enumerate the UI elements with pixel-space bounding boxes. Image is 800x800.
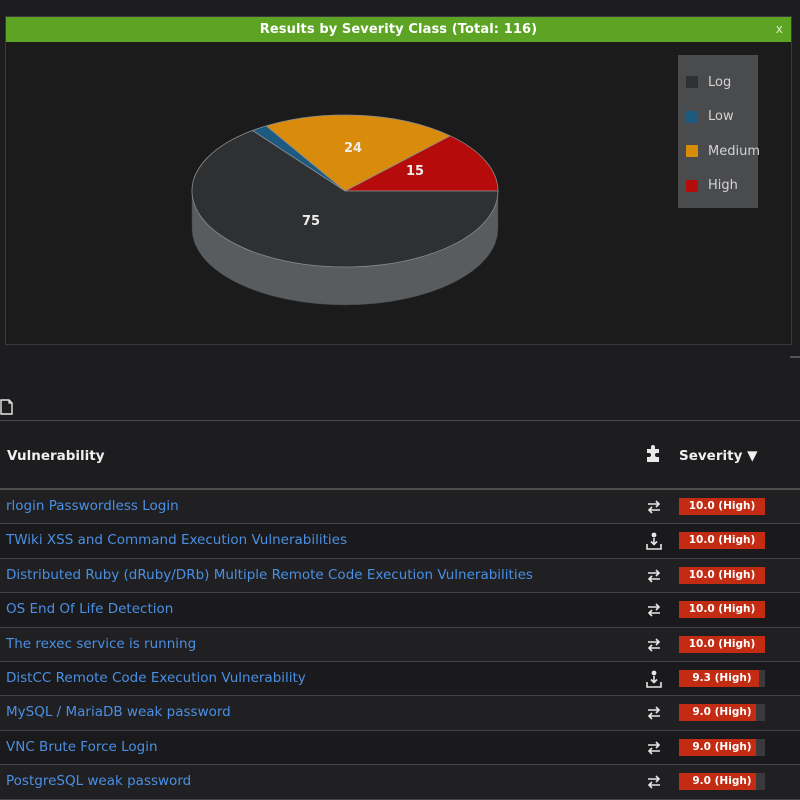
pie-data-label-log: 75 [302, 214, 320, 229]
severity-bar-fill [679, 601, 765, 619]
vulnerability-link[interactable]: VNC Brute Force Login [6, 738, 158, 755]
install-icon [645, 669, 663, 689]
legend-label: Medium [708, 143, 760, 159]
severity-bar-fill [679, 498, 765, 515]
vulnerability-link[interactable]: PostgreSQL weak password [6, 773, 192, 790]
column-header-severity[interactable]: Severity ▼ [679, 448, 758, 464]
table-row[interactable]: MySQL / MariaDB weak password 9.0 (High) [0, 696, 800, 731]
exchange-icon [645, 703, 663, 723]
legend-swatch [686, 76, 698, 89]
pie-slice-high[interactable] [344, 135, 499, 192]
severity-bar-fill [679, 738, 757, 756]
severity-bar: 10.0 (High) [679, 601, 765, 619]
exchange-icon [645, 772, 663, 792]
table-row[interactable]: Distributed Ruby (dRuby/DRb) Multiple Re… [0, 558, 800, 594]
legend-label: Low [708, 109, 734, 125]
table-row[interactable]: OS End Of Life Detection 10.0 (High) [0, 593, 800, 628]
chart-panel-header: Results by Severity Class (Total: 116) x [6, 17, 791, 42]
exchange-icon [645, 497, 663, 517]
pie-data-label-high: 15 [406, 164, 424, 179]
chart-legend: Log Low Medium High [678, 55, 760, 208]
severity-value: 10.0 (High) [688, 500, 756, 512]
severity-value: 9.0 (High) [692, 706, 752, 719]
severity-bar: 9.0 (High) [679, 773, 765, 791]
severity-bar-fill [679, 532, 765, 550]
vulnerability-link[interactable]: OS End Of Life Detection [6, 601, 174, 618]
severity-bar: 10.0 (High) [679, 532, 765, 550]
table-header: Vulnerability Severity ▼ [0, 421, 800, 490]
pie-data-label-medium: 24 [344, 141, 362, 156]
exchange-icon [645, 738, 663, 758]
legend-item-medium[interactable]: Medium [678, 134, 760, 169]
column-header-vulnerability[interactable]: Vulnerability [7, 448, 105, 464]
table-row[interactable]: The rexec service is running 10.0 (High) [0, 627, 800, 662]
vulnerability-link[interactable]: DistCC Remote Code Execution Vulnerabili… [6, 669, 306, 686]
severity-pie-chart: 75 24 15 [191, 114, 499, 306]
severity-value: 10.0 (High) [688, 637, 756, 650]
chart-title: Results by Severity Class (Total: 116) [259, 22, 538, 37]
panel-resize-grip[interactable] [790, 356, 800, 358]
severity-value: 10.0 (High) [688, 534, 756, 547]
vulnerability-link[interactable]: TWiki XSS and Command Execution Vulnerab… [6, 532, 348, 549]
severity-chart-panel: Results by Severity Class (Total: 116) x… [5, 16, 792, 345]
severity-value: 9.0 (High) [692, 775, 752, 788]
pie-slice-medium[interactable] [265, 114, 452, 192]
legend-item-high[interactable]: High [678, 169, 758, 204]
table-row[interactable]: PostgreSQL weak password 9.0 (High) [0, 765, 800, 800]
severity-bar-fill [679, 773, 757, 791]
exchange-icon [645, 566, 663, 586]
vulnerability-link[interactable]: rlogin Passwordless Login [6, 498, 179, 514]
table-row[interactable]: DistCC Remote Code Execution Vulnerabili… [0, 661, 800, 697]
exchange-icon [645, 635, 663, 655]
table-row[interactable]: VNC Brute Force Login 9.0 (High) [0, 730, 800, 766]
severity-bar: 9.0 (High) [679, 738, 765, 756]
table-row[interactable]: rlogin Passwordless Login 10.0 (High) [0, 490, 800, 525]
vulnerability-table: Vulnerability Severity ▼ rlogin Password… [0, 420, 800, 800]
severity-bar: 9.3 (High) [679, 669, 765, 687]
table-body: rlogin Passwordless Login 10.0 (High) TWik… [0, 490, 800, 800]
legend-swatch [686, 145, 698, 158]
legend-swatch [686, 110, 698, 123]
install-icon [645, 531, 663, 551]
folder-icon[interactable] [0, 398, 16, 416]
chart-close-button[interactable]: x [775, 22, 783, 36]
vulnerability-link[interactable]: The rexec service is running [6, 635, 197, 652]
legend-item-log[interactable]: Log [678, 65, 758, 100]
severity-bar-fill [679, 704, 757, 722]
legend-item-low[interactable]: Low [678, 100, 758, 135]
legend-label: High [708, 178, 738, 194]
severity-value: 10.0 (High) [688, 603, 756, 616]
severity-bar: 10.0 (High) [679, 635, 765, 653]
legend-swatch [686, 179, 698, 192]
severity-value: 10.0 (High) [688, 568, 756, 581]
table-row[interactable]: TWiki XSS and Command Execution Vulnerab… [0, 524, 800, 559]
exchange-icon [645, 600, 663, 620]
severity-value: 9.0 (High) [692, 740, 752, 753]
vulnerability-link[interactable]: MySQL / MariaDB weak password [6, 704, 231, 721]
pie-slice-log[interactable] [191, 130, 499, 268]
severity-bar: 10.0 (High) [679, 498, 765, 515]
severity-bar: 9.0 (High) [679, 704, 765, 722]
severity-bar: 10.0 (High) [679, 566, 765, 584]
severity-bar-fill [679, 669, 759, 687]
vulnerability-link[interactable]: Distributed Ruby (dRuby/DRb) Multiple Re… [6, 566, 533, 583]
puzzle-icon [647, 445, 659, 462]
severity-value: 9.3 (High) [692, 671, 752, 684]
legend-label: Log [708, 74, 732, 90]
severity-bar-fill [679, 635, 765, 653]
severity-bar-fill [679, 566, 765, 584]
